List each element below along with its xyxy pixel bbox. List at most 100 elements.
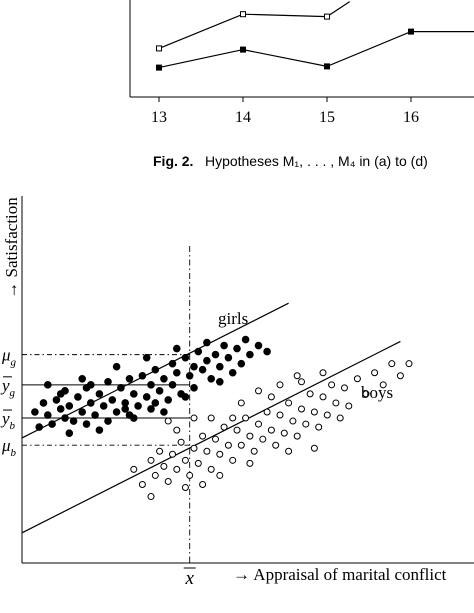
fig3-point-boys-37	[298, 405, 305, 413]
fig3-point-girls-64	[173, 344, 181, 353]
fig3-point-girls-56	[241, 335, 250, 344]
fig3-point-boys-32	[276, 411, 284, 419]
fig3-point-boys-11	[186, 471, 194, 479]
fig3-boys-regression-line	[21, 340, 401, 534]
fig3-x-axis-label: → Appraisal of marital conflict	[233, 565, 447, 584]
fig3-point-girls-29	[138, 371, 147, 380]
fig3-point-boys-4	[156, 447, 164, 455]
fig3-point-girls-22	[112, 408, 121, 416]
fig3-point-boys-8	[173, 465, 181, 473]
fig3-point-boys-45	[332, 399, 340, 407]
fig3-point-girls-67	[95, 426, 104, 434]
fig3-label-mu-g-base: μ	[1, 346, 11, 365]
fig3-point-boys-10	[181, 456, 189, 464]
fig3-point-boys-20	[224, 441, 232, 449]
fig3-point-girls-6	[56, 405, 65, 413]
fig3-label-ybar-g-base: y	[0, 376, 10, 395]
fig3-point-girls-33	[151, 365, 160, 374]
fig3-label-ybar-g-sub: g	[10, 387, 16, 399]
fig3-point-girls-62	[112, 362, 121, 371]
fig3-point-girls-17	[95, 390, 104, 398]
fig3-point-boys-26	[250, 447, 258, 455]
fig3-point-boys-19	[220, 423, 228, 431]
fig3-point-boys-25	[246, 432, 254, 440]
fig3-boys-label: boys	[361, 383, 393, 402]
fig3-point-girls-25	[125, 374, 134, 383]
fig2-line-chart: 13 14 15 16 Fig. 2. Hypotheses M₁, . . .…	[129, 0, 474, 169]
fig3-point-girls-27	[130, 390, 138, 398]
fig3-point-boys-62	[293, 372, 301, 380]
fig3-label-mu-b-base: μ	[1, 436, 11, 455]
fig3-point-boys-43	[323, 411, 331, 419]
fig3-point-boys-59	[229, 414, 237, 422]
fig3-label-mu-b: μb	[1, 436, 17, 459]
fig3-point-boys-54	[396, 372, 404, 380]
fig3-point-boys-53	[388, 360, 396, 368]
fig3-point-girls-54	[233, 344, 241, 353]
fig3-point-girls-75	[216, 378, 224, 386]
fig3-point-boys-36	[293, 432, 301, 440]
fig3-label-ybar-g: yg	[0, 376, 16, 399]
fig3-point-girls-51	[220, 341, 228, 350]
fig3-point-boys-13	[194, 459, 202, 467]
fig3-point-boys-22	[233, 426, 241, 434]
fig3-point-boys-65	[216, 471, 224, 479]
fig3-point-girls-48	[207, 374, 215, 383]
fig3-point-boys-18	[216, 450, 224, 458]
fig3-point-boys-73	[173, 426, 181, 434]
fig3-point-boys-15	[203, 447, 211, 455]
fig3-point-boys-16	[207, 465, 215, 473]
fig3-point-boys-2	[147, 456, 155, 464]
fig2-series-line-1	[158, 1, 351, 49]
fig3-point-girls-43	[190, 362, 198, 371]
fig3-point-boys-69	[237, 399, 245, 407]
fig3-point-girls-0	[31, 408, 39, 416]
fig2-caption-text: Hypotheses M₁, . . . , M₄ in (a) to (d)	[205, 153, 428, 169]
fig3-point-girls-34	[155, 387, 164, 395]
fig3-point-boys-52	[379, 381, 387, 389]
fig3-point-girls-4	[48, 420, 56, 428]
fig3-point-girls-28	[134, 402, 142, 410]
fig3-point-boys-64	[181, 484, 189, 491]
fig3-point-girls-61	[78, 374, 86, 383]
fig3-point-boys-68	[310, 444, 318, 452]
fig3-point-girls-74	[181, 393, 190, 401]
fig3-point-girls-7	[61, 414, 69, 422]
fig3-point-girls-53	[228, 368, 237, 377]
fig3-point-boys-44	[328, 381, 336, 389]
fig3-point-boys-58	[207, 414, 215, 422]
fig3-point-girls-50	[216, 362, 224, 371]
fig3-point-boys-49	[353, 375, 361, 383]
fig3-point-girls-3	[44, 411, 52, 419]
fig3-point-girls-21	[108, 396, 117, 404]
fig3-point-boys-70	[267, 393, 275, 401]
fig3-point-girls-70	[56, 390, 65, 398]
fig3-point-girls-46	[198, 365, 207, 374]
fig3-point-boys-38	[302, 420, 310, 428]
fig3-point-boys-72	[319, 369, 327, 377]
fig3-point-girls-14	[82, 420, 91, 428]
fig3-point-girls-31	[147, 381, 155, 389]
fig3-scatter-chart: → Satisfaction → Appraisal of marital co…	[0, 196, 474, 589]
fig3-point-boys-50	[362, 390, 370, 398]
fig3-point-girls-9	[65, 402, 74, 410]
fig3-point-girls-60	[44, 381, 52, 389]
fig3-point-girls-63	[142, 353, 151, 362]
fig3-point-boys-35	[289, 417, 297, 425]
fig3-point-boys-3	[151, 471, 159, 479]
fig3-point-boys-0	[130, 465, 138, 473]
fig3-label-ybar-b-sub: b	[10, 420, 16, 432]
fig3-point-girls-10	[69, 417, 78, 425]
fig3-point-girls-35	[160, 374, 168, 383]
fig3-point-boys-51	[371, 369, 379, 377]
fig3-point-boys-27	[255, 420, 262, 428]
fig3-label-ybar-b: yb	[0, 409, 16, 432]
fig2-tick-label-14: 14	[235, 109, 251, 126]
fig3-point-boys-63	[147, 493, 155, 501]
fig3-point-girls-2	[39, 399, 48, 407]
fig3-point-boys-57	[190, 414, 198, 422]
fig3-point-girls-42	[185, 371, 194, 380]
fig3-xbar-label-text: x	[184, 568, 194, 589]
fig3-point-boys-47	[341, 384, 348, 392]
